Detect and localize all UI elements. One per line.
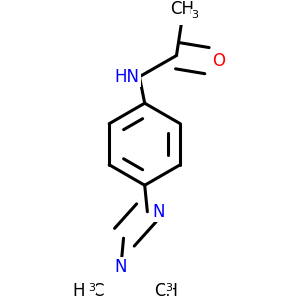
- Text: C: C: [92, 282, 104, 300]
- Text: HN: HN: [114, 68, 140, 86]
- Text: 3: 3: [191, 10, 198, 20]
- Text: O: O: [212, 52, 225, 70]
- Text: 3: 3: [165, 283, 172, 293]
- Text: 3: 3: [88, 283, 96, 293]
- Text: N: N: [152, 203, 165, 221]
- Text: CH: CH: [170, 1, 194, 19]
- Text: CH: CH: [154, 282, 178, 300]
- Text: N: N: [115, 258, 127, 276]
- Text: H: H: [73, 282, 85, 300]
